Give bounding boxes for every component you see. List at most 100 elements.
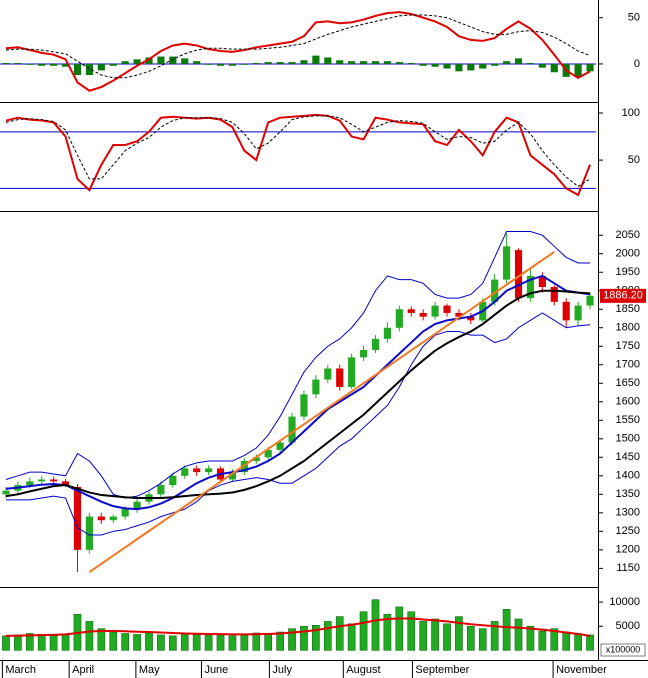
candle-body: [371, 338, 380, 350]
candle-body: [157, 485, 165, 495]
candle-body: [85, 516, 93, 550]
volume-bar: [347, 623, 356, 651]
volume-bar: [395, 606, 404, 651]
candle-body: [50, 479, 58, 482]
volume-bar: [204, 635, 213, 651]
indicator-line: [5, 231, 591, 499]
histogram-bar: [300, 60, 308, 64]
histogram-bar: [133, 59, 141, 64]
histogram-bar: [14, 63, 22, 64]
candle-body: [407, 309, 415, 313]
x-tick-label: November: [556, 664, 607, 676]
indicator-line: [5, 312, 591, 536]
candle-body: [133, 501, 141, 510]
volume-bar: [37, 634, 46, 651]
volume-bar: [2, 635, 10, 651]
histogram-bar: [348, 61, 356, 64]
volume-bar: [109, 631, 118, 651]
histogram-bar: [181, 58, 189, 64]
volume-bar: [431, 618, 439, 651]
histogram-bar: [38, 63, 46, 66]
y-tick-label: 1650: [616, 377, 640, 389]
candle-body: [38, 479, 46, 482]
histogram-bar: [193, 61, 201, 64]
indicator-line: [88, 251, 555, 573]
histogram-bar: [491, 63, 499, 66]
candle-body: [359, 349, 368, 358]
volume-bar: [133, 634, 141, 651]
volume-bar: [455, 616, 463, 651]
volume-bar: [169, 635, 177, 651]
y-tick-label: 2050: [616, 229, 640, 241]
volume-bar: [180, 633, 189, 651]
histogram-bar: [371, 61, 380, 64]
histogram-bar: [288, 62, 296, 64]
histogram-bar: [431, 63, 439, 67]
volume-bar: [359, 611, 368, 651]
candle-body: [503, 246, 511, 280]
y-tick-label: 1850: [616, 303, 640, 315]
indicator-line: [5, 11, 591, 92]
histogram-bar: [2, 63, 10, 64]
candle-body: [538, 275, 546, 288]
volume-bar: [121, 633, 129, 651]
volume-bar: [335, 616, 344, 651]
histogram-bar: [26, 63, 34, 65]
candle-body: [73, 486, 82, 550]
indicator-line: [5, 113, 591, 197]
volume-bar: [49, 635, 58, 651]
candle-body: [419, 312, 427, 317]
y-tick-label: 1950: [616, 266, 640, 278]
candle-body: [61, 481, 70, 486]
histogram-bar: [419, 63, 427, 66]
histogram-bar: [205, 63, 213, 65]
volume-bar: [252, 632, 261, 651]
volume-bar: [25, 633, 34, 651]
y-tick-label: 1250: [616, 525, 640, 537]
histogram-bar: [73, 63, 82, 76]
histogram-bar: [240, 63, 248, 65]
candle-body: [109, 516, 117, 521]
candle-body: [252, 457, 260, 461]
volume-bar: [323, 621, 332, 651]
histogram-bar: [216, 63, 225, 66]
histogram-bar: [359, 61, 368, 64]
volume-bar: [216, 634, 225, 651]
volume-bar: [490, 621, 499, 651]
candle-body: [205, 468, 213, 473]
histogram-bar: [97, 63, 105, 71]
candle-body: [264, 449, 272, 458]
x-tick-label: August: [346, 664, 380, 676]
histogram-bar: [467, 63, 475, 71]
y-tick-label: 1750: [616, 340, 640, 352]
y-tick-label: 1400: [616, 470, 640, 482]
candle-body: [193, 468, 201, 473]
histogram-bar: [586, 63, 594, 72]
y-tick-label: 0: [634, 58, 640, 70]
indicator-line: [5, 289, 591, 500]
candle-body: [288, 416, 296, 443]
candle-body: [550, 287, 558, 302]
volume-bar: [550, 628, 559, 651]
volume-bar: [574, 633, 582, 651]
histogram-bar: [514, 58, 523, 64]
candle-body: [276, 442, 284, 450]
histogram-bar: [145, 57, 153, 64]
candle-body: [121, 509, 129, 517]
x-tick-label: September: [415, 664, 469, 676]
volume-bar: [419, 621, 427, 651]
histogram-bar: [169, 56, 177, 64]
histogram-bar: [264, 62, 272, 64]
volume-bar: [538, 630, 547, 651]
y-tick-label: 1700: [616, 359, 640, 371]
y-tick-label: 1150: [616, 562, 640, 574]
volume-bar: [288, 628, 296, 651]
histogram-bar: [395, 62, 403, 64]
volume-bar: [383, 613, 392, 651]
volume-bar: [586, 634, 594, 651]
x-tick-label: June: [204, 664, 228, 676]
histogram-bar: [336, 60, 344, 64]
volume-bar: [502, 609, 511, 651]
volume-bar: [228, 635, 237, 651]
